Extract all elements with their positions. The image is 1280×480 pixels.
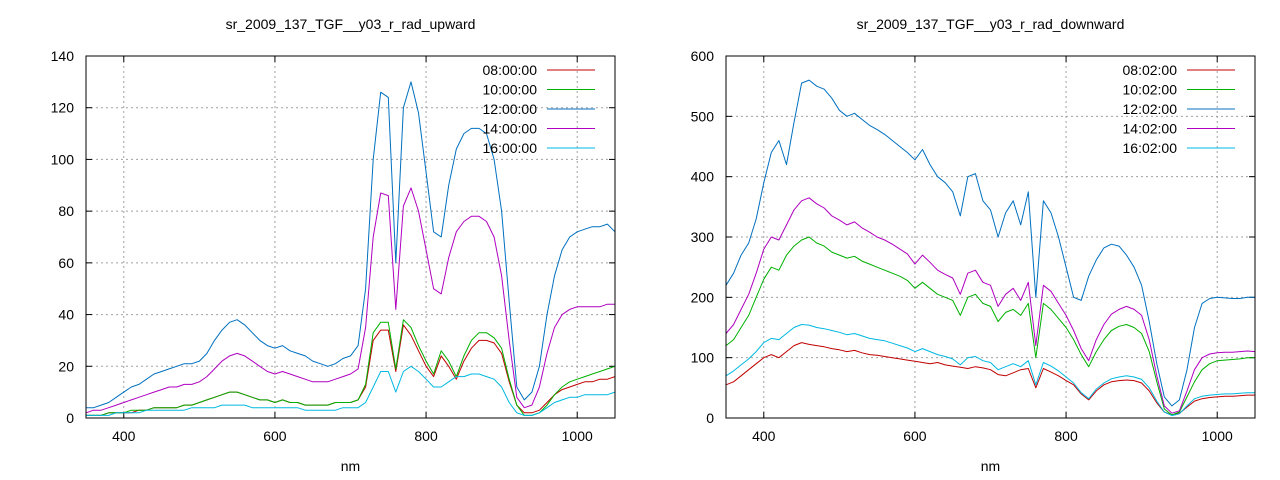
y-tick-label: 600: [691, 48, 715, 64]
series-line-12-02-00: [725, 79, 1255, 407]
series-line-10-02-00: [725, 236, 1255, 416]
y-tick-label: 120: [51, 100, 75, 116]
legend-label: 14:02:00: [1123, 121, 1178, 137]
y-tick-label: 60: [58, 255, 74, 271]
x-tick-label: 400: [112, 428, 136, 444]
x-tick-label: 800: [414, 428, 438, 444]
series-line-14-02-00: [725, 197, 1256, 414]
series-line-12-00-00: [86, 81, 616, 409]
x-tick-label: 800: [1054, 428, 1078, 444]
legend-label: 12:02:00: [1123, 101, 1178, 117]
legend-label: 14:00:00: [483, 121, 538, 137]
x-axis-label: nm: [341, 458, 360, 474]
y-tick-label: 80: [58, 203, 74, 219]
y-tick-label: 200: [691, 289, 715, 305]
y-tick-label: 100: [51, 151, 75, 167]
x-axis-label: nm: [981, 458, 1000, 474]
legend-label: 16:00:00: [483, 140, 538, 156]
series-line-14-00-00: [85, 187, 615, 414]
y-tick-label: 500: [691, 108, 715, 124]
legend-label: 16:02:00: [1123, 140, 1178, 156]
series-line-10-00-00: [86, 319, 616, 416]
legend-label: 10:00:00: [483, 82, 538, 98]
legend-label: 08:00:00: [483, 62, 538, 78]
x-tick-label: 1000: [1202, 428, 1233, 444]
y-tick-label: 140: [51, 48, 75, 64]
series-line-16-00-00: [86, 365, 616, 416]
y-tick-label: 0: [66, 410, 74, 426]
legend-label: 12:00:00: [483, 101, 538, 117]
legend-label: 10:02:00: [1123, 82, 1178, 98]
x-tick-label: 400: [752, 428, 776, 444]
legend-label: 08:02:00: [1123, 62, 1178, 78]
y-tick-label: 40: [58, 307, 74, 323]
y-tick-label: 300: [691, 229, 715, 245]
x-tick-label: 600: [903, 428, 927, 444]
y-tick-label: 0: [706, 410, 714, 426]
chart-title: sr_2009_137_TGF__y03_r_rad_downward: [857, 16, 1125, 32]
y-tick-label: 20: [58, 358, 74, 374]
y-tick-label: 400: [691, 169, 715, 185]
plot-frame: [85, 55, 616, 419]
plot-frame: [725, 55, 1256, 419]
series-line-08-02-00: [725, 342, 1255, 416]
chart-title: sr_2009_137_TGF__y03_r_rad_upward: [226, 16, 476, 32]
x-tick-label: 1000: [562, 428, 593, 444]
series-line-16-02-00: [725, 324, 1255, 417]
y-tick-label: 100: [691, 350, 715, 366]
x-tick-label: 600: [263, 428, 287, 444]
